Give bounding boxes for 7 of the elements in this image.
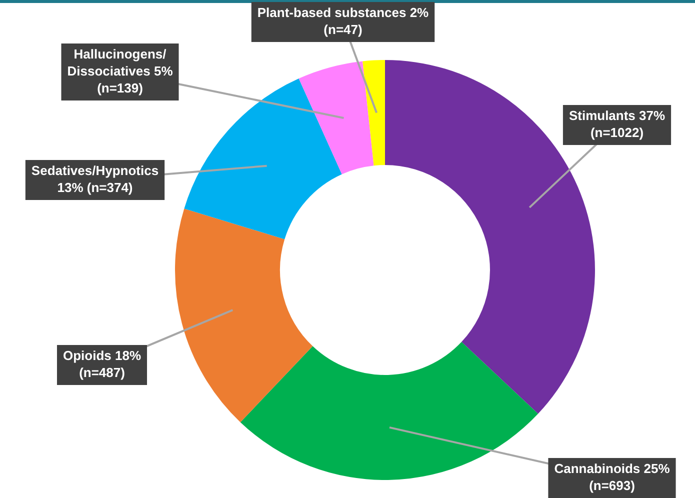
slice-label: Sedatives/Hypnotics (31, 163, 159, 178)
slice-label: Hallucinogens/Dissociatives 5% (n=139) (67, 46, 174, 96)
slice-label: Cannabinoids 25% (n=693) (554, 461, 670, 494)
slice-label: Plant-based substances 2% (n=47) (257, 5, 430, 38)
data-label: 13% (n=374) (57, 180, 133, 196)
slice-label: Stimulants 37% (n=1022) (568, 108, 666, 140)
slice-label: Opioids 18% (n=487) (62, 348, 142, 380)
